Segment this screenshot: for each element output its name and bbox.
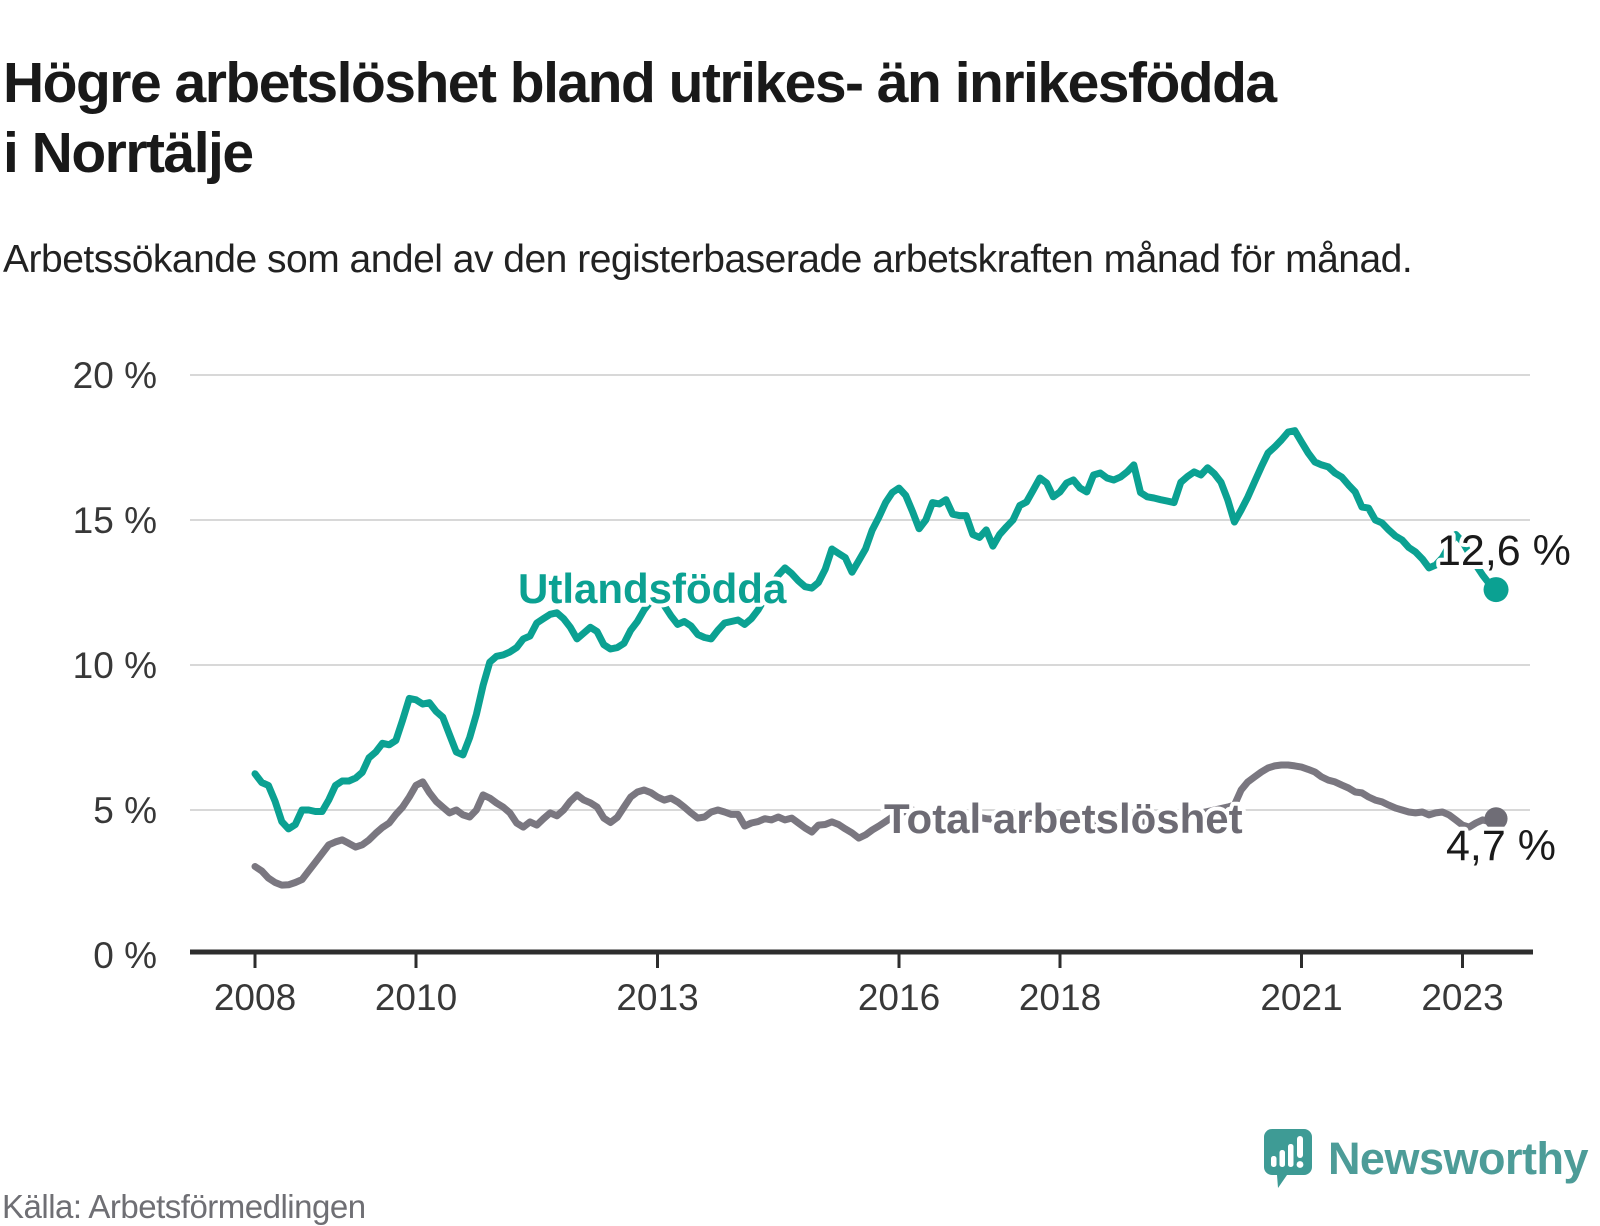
source-note: Källa: Arbetsförmedlingen [2,1188,366,1225]
newsworthy-logo-icon [1263,1129,1312,1188]
x-tick-label: 2018 [1019,977,1101,1018]
page-title: Högre arbetslöshet bland utrikes- än inr… [3,51,1277,186]
y-tick-label: 5 % [93,790,157,831]
x-tick-label: 2013 [616,977,698,1018]
y-tick-label: 15 % [73,500,157,541]
series-label-utlandsfodda: Utlandsfödda [518,565,787,612]
series-label-total: Total arbetslöshet [884,795,1243,842]
end-value-label-utlandsfodda: 12,6 % [1437,527,1571,575]
x-tick-label: 2023 [1421,977,1503,1018]
y-tick-label: 0 % [93,935,157,976]
x-tick-label: 2016 [858,977,940,1018]
end-value-label-total: 4,7 % [1446,822,1556,870]
x-tick-label: 2021 [1260,977,1342,1018]
y-tick-label: 20 % [73,355,157,396]
end-dot-total [1484,807,1508,831]
line-utlandsfodda [251,427,1500,833]
y-axis-labels: 0 % 5 % 10 % 15 % 20 % [73,355,157,976]
x-axis: 2008 2010 2013 2016 2018 2021 2023 [190,949,1533,1018]
newsworthy-wordmark: Newsworthy [1327,1133,1589,1184]
unemployment-line-chart: 0 %5 %10 %15 %20 %2008 2010 2013 2016 2018 20… [72,355,1571,1018]
series-lines [251,427,1500,889]
newsworthy-brand: Newsworthy [1263,1128,1589,1190]
x-tick-label: 2008 [214,977,296,1018]
end-dot-utlandsfodda [1483,577,1509,603]
x-tick-label: 2010 [375,977,457,1018]
chart-subtitle: Arbetssökande som andel av den registerb… [3,238,1413,281]
y-tick-label: 10 % [73,645,157,686]
gridlines [190,374,1530,811]
line-total [251,761,1500,889]
